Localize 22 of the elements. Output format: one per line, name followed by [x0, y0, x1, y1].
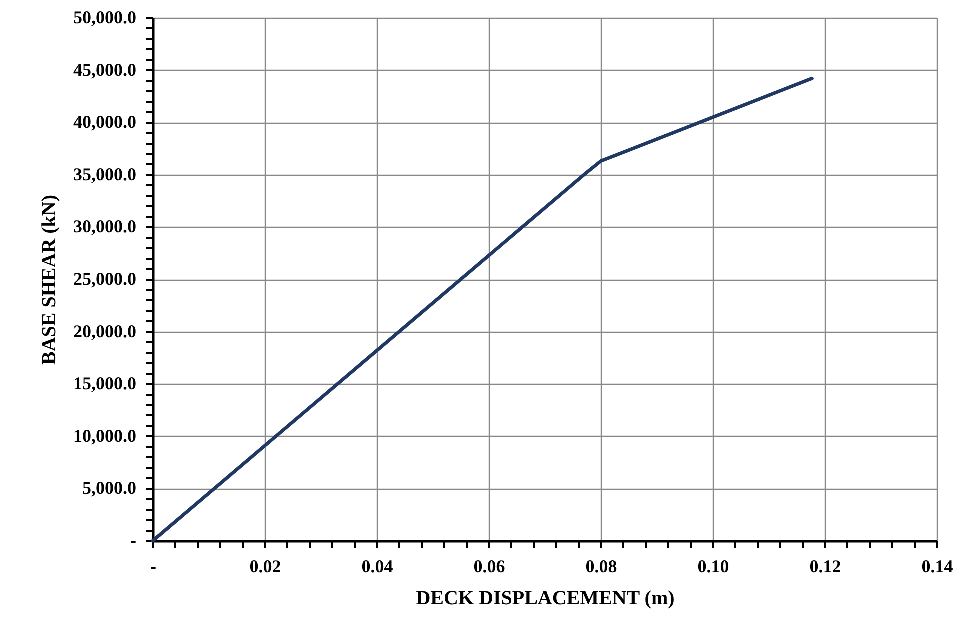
y-axis-title: BASE SHEAR (kN) — [38, 194, 60, 366]
x-axis-title: DECK DISPLACEMENT (m) — [416, 588, 675, 610]
x-tick-label: 0.06 — [474, 556, 506, 576]
y-tick-label: 20,000.0 — [74, 321, 136, 342]
line-series — [151, 76, 814, 543]
y-tick-label: 5,000.0 — [82, 478, 136, 498]
y-tick-label: 50,000.0 — [74, 8, 136, 28]
y-tick-label: 40,000.0 — [74, 112, 136, 132]
x-tick-label: 0.04 — [362, 556, 394, 576]
y-tick-label: 35,000.0 — [74, 164, 136, 184]
x-tick-label: 0.14 — [922, 556, 954, 576]
x-tick-label: 0.10 — [698, 556, 730, 576]
x-tick-label: - — [150, 556, 156, 576]
y-tick-label: 25,000.0 — [74, 269, 136, 289]
y-tick-label: 45,000.0 — [74, 60, 136, 80]
y-tick-label: 15,000.0 — [74, 374, 136, 394]
x-tick-label: 0.02 — [250, 556, 282, 576]
x-tick-label: 0.08 — [586, 556, 618, 576]
x-tick-label: 0.12 — [810, 556, 842, 576]
y-tick-label: 10,000.0 — [74, 426, 136, 446]
y-tick-label: 30,000.0 — [74, 216, 136, 237]
y-tick-label: - — [130, 530, 136, 550]
